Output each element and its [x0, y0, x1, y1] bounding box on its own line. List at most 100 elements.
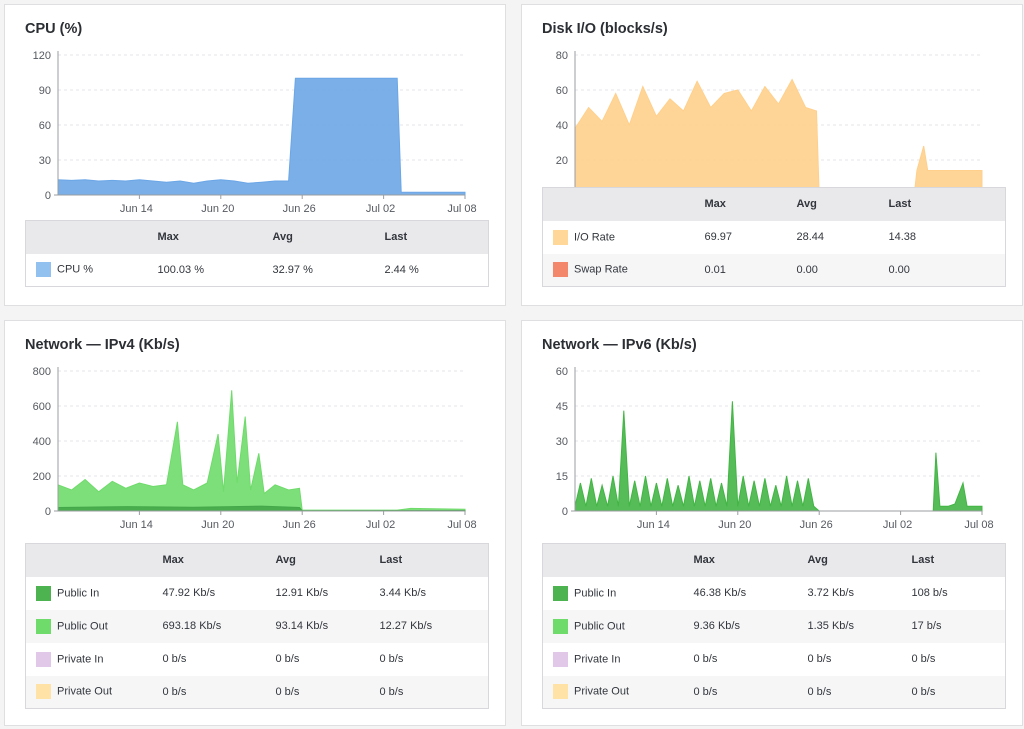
- x-tick-label: Jul 08: [447, 519, 476, 531]
- col-avg-header: Avg: [807, 543, 912, 577]
- cell-last: 12.27 Kb/s: [379, 609, 489, 643]
- y-tick-label: 20: [556, 155, 568, 167]
- cell-last: 3.44 Kb/s: [379, 587, 426, 599]
- x-tick-label: Jul 08: [964, 519, 993, 531]
- col-max-header: Max: [157, 220, 273, 254]
- table-row: Private Out 0 b/s 0 b/s 0 b/s: [25, 675, 489, 709]
- table-row: Private In 0 b/s 0 b/s 0 b/s: [26, 643, 489, 676]
- col-last-header: Last: [911, 543, 1006, 577]
- legend-swatch: [553, 684, 568, 700]
- cell-avg: 3.72 Kb/s: [807, 587, 854, 599]
- legend-swatch: [553, 585, 568, 601]
- panel-title: Network — IPv4 (Kb/s): [25, 337, 180, 353]
- series-area-public-in: [574, 401, 983, 512]
- network-ipv4-panel: Network — IPv4 (Kb/s) 0 200 400 600 800 Jun 1…: [4, 320, 506, 726]
- cell-last: 0 b/s: [379, 653, 404, 665]
- series-label: Private In: [57, 652, 104, 665]
- series-label: Public Out: [574, 619, 625, 632]
- cell-avg: 1.35 Kb/s: [807, 609, 912, 643]
- cell-avg: 0 b/s: [275, 653, 300, 665]
- cell-last: 17 b/s: [911, 609, 1006, 643]
- col-max-header: Max: [704, 187, 797, 221]
- x-tick-label: Jun 20: [201, 519, 234, 531]
- ipv6-stats-table: Max Avg Last Public In 46.38 Kb/s 3.72 Kb/…: [542, 543, 1006, 709]
- cell-max: 0 b/s: [162, 653, 187, 665]
- series-label: Public Out: [57, 619, 108, 632]
- cell-max: 9.36 Kb/s: [693, 609, 808, 643]
- cell-avg: 0 b/s: [275, 675, 380, 709]
- legend-swatch: [36, 585, 51, 601]
- y-tick-label: 60: [39, 120, 51, 132]
- panel-title: Network — IPv6 (Kb/s): [542, 337, 697, 353]
- cell-last: 0 b/s: [911, 653, 936, 665]
- y-tick-label: 0: [45, 190, 51, 202]
- cell-max: 0 b/s: [162, 675, 276, 709]
- panel-title: Disk I/O (blocks/s): [542, 21, 668, 37]
- legend-swatch: [553, 618, 568, 634]
- x-tick-label: Jul 02: [366, 203, 395, 215]
- cell-avg: 28.44: [796, 231, 825, 243]
- col-avg-header: Avg: [275, 543, 380, 577]
- x-tick-label: Jun 14: [120, 203, 153, 215]
- series-label: CPU %: [57, 263, 94, 276]
- legend-swatch: [553, 262, 568, 278]
- cell-avg: 0 b/s: [807, 653, 832, 665]
- legend-swatch: [553, 229, 568, 245]
- y-tick-label: 200: [33, 471, 51, 483]
- cell-last: 2.44 %: [384, 263, 419, 276]
- x-tick-label: Jun 26: [283, 203, 316, 215]
- y-tick-label: 800: [33, 366, 51, 378]
- x-tick-label: Jun 26: [800, 519, 833, 531]
- y-tick-label: 40: [556, 120, 568, 132]
- x-tick-label: Jun 14: [120, 519, 153, 531]
- col-max-header: Max: [162, 543, 276, 577]
- legend-swatch: [553, 651, 568, 667]
- series-label: Private Out: [57, 685, 113, 698]
- x-tick-label: Jun 20: [718, 519, 751, 531]
- series-label: Private In: [574, 652, 621, 665]
- cell-max: 0.01: [704, 253, 797, 287]
- col-avg-header: Avg: [272, 220, 385, 254]
- cell-avg: 0.00: [796, 253, 889, 287]
- legend-swatch: [36, 651, 51, 667]
- x-tick-label: Jun 20: [201, 203, 234, 215]
- table-row: Private Out 0 b/s 0 b/s 0 b/s: [542, 675, 1006, 709]
- legend-swatch: [36, 684, 51, 700]
- cell-avg: 0 b/s: [807, 675, 912, 709]
- cpu-chart: 0 30 60 90 120 Jun 14 Jun 20 Jun 26 Jul 02 Jul 08: [33, 50, 477, 215]
- cell-max: 693.18 Kb/s: [162, 609, 276, 643]
- cell-avg: 32.97 %: [272, 263, 313, 276]
- series-label: Private Out: [574, 685, 630, 698]
- col-max-header: Max: [693, 543, 808, 577]
- series-area-public-in: [57, 505, 466, 512]
- series-label: Public In: [57, 586, 100, 599]
- x-tick-label: Jul 02: [883, 519, 912, 531]
- series-label: I/O Rate: [574, 230, 615, 243]
- table-row: CPU % 100.03 % 32.97 % 2.44 %: [26, 254, 489, 287]
- y-tick-label: 30: [556, 436, 568, 448]
- legend-swatch: [36, 262, 51, 278]
- cell-last: 0.00: [888, 253, 1006, 287]
- y-tick-label: 60: [556, 366, 568, 378]
- cell-max: 46.38 Kb/s: [693, 587, 747, 599]
- y-tick-label: 0: [45, 506, 51, 518]
- cell-last: 14.38: [888, 231, 917, 243]
- table-row: I/O Rate 69.97 28.44 14.38: [543, 221, 1006, 254]
- series-area-i-o-rate: [574, 78, 983, 196]
- network-ipv4-chart: 0 200 400 600 800 Jun 14 Jun 20 Jun 26 Jul 02 Jul…: [33, 366, 477, 531]
- ipv4-stats-table: Max Avg Last Public In 47.92 Kb/s 12.91 Kb…: [25, 543, 489, 709]
- cpu-panel: CPU (%) 0 30 60 90 120 Jun 14 Jun 20 Jun 26 Jul …: [4, 4, 506, 306]
- col-last-header: Last: [384, 220, 489, 254]
- x-tick-label: Jul 02: [366, 519, 395, 531]
- series-label: Swap Rate: [574, 263, 628, 276]
- x-tick-label: Jun 26: [283, 519, 316, 531]
- disk-stats-table: Max Avg Last I/O Rate 69.97 28.44 14.38 Swap…: [542, 187, 1006, 287]
- cell-last: 108 b/s: [911, 587, 948, 599]
- cell-max: 0 b/s: [693, 675, 808, 709]
- network-ipv6-chart: 0 15 30 45 60 Jun 14 Jun 20 Jun 26 Jul 02 Jul 08: [556, 366, 994, 531]
- x-tick-label: Jul 08: [447, 203, 476, 215]
- y-tick-label: 45: [556, 401, 568, 413]
- x-tick-label: Jun 14: [637, 519, 670, 531]
- table-row: Public In 46.38 Kb/s 3.72 Kb/s 108 b/s: [543, 577, 1006, 610]
